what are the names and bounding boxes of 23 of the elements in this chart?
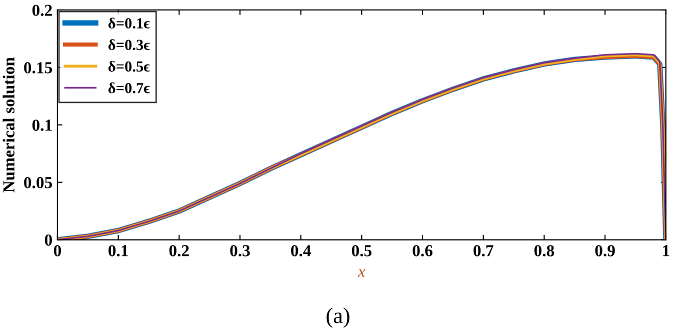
x-tick-label: 0.1 (108, 245, 128, 256)
x-tick-label: 0.4 (291, 245, 311, 256)
x-tick-label: 0.3 (230, 245, 250, 256)
x-tick-label: 0.2 (169, 245, 189, 256)
x-tick-label: 0.5 (352, 245, 372, 256)
y-tick-label: 0.05 (24, 177, 52, 188)
y-tick-label: 0.15 (24, 62, 52, 74)
legend-label: δ=0.3ϵ (108, 39, 150, 50)
x-tick-label: 0 (54, 245, 61, 256)
x-tick-label: 0.8 (534, 245, 554, 256)
x-tick-label: 0.7 (474, 245, 494, 256)
legend-label: δ=0.1ϵ (108, 18, 150, 29)
y-tick-label: 0.2 (32, 4, 52, 16)
legend-label: δ=0.7ϵ (108, 82, 150, 94)
x-tick-label: 0.9 (595, 245, 615, 256)
y-tick-label: 0 (44, 234, 52, 246)
text: (a) (326, 308, 350, 328)
x-axis-title: x (358, 269, 366, 277)
x-tick-label: 0.6 (412, 245, 432, 256)
x-tick-label: 1 (663, 245, 670, 256)
y-tick-label: 0.1 (32, 120, 52, 131)
y-axis-title: Numerical solution (2, 57, 15, 192)
legend-label: δ=0.5ϵ (108, 60, 150, 72)
